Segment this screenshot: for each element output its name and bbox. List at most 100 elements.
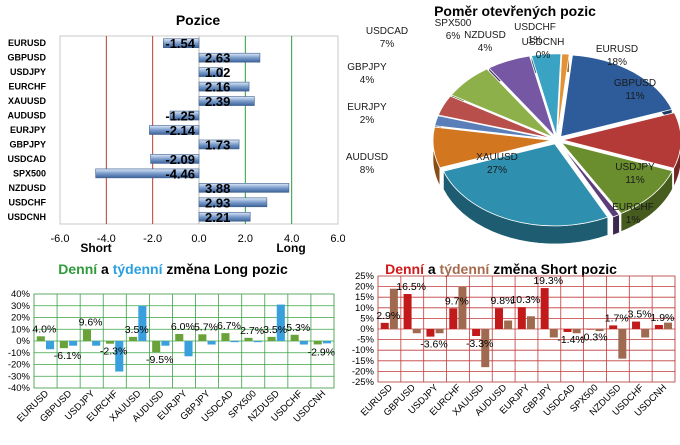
short-svg-data-label: -3.3% bbox=[466, 338, 493, 350]
short-svg-weekly-bar-usdcad bbox=[572, 329, 581, 334]
short-svg-weekly-bar-usdcnh bbox=[664, 322, 673, 329]
pozice-bar-eurusd bbox=[163, 38, 200, 49]
pozice-bar-usdcad bbox=[150, 154, 200, 164]
pie-label-usdchf: USDCHF bbox=[514, 22, 556, 33]
short-svg-daily-bar-eurusd bbox=[380, 322, 389, 329]
pozice-x-tick: 4.0 bbox=[284, 233, 299, 245]
pozice-bar-nzdusd bbox=[198, 183, 290, 193]
pie-label-eurjpy: EURJPY bbox=[347, 102, 387, 113]
pozice-data-label: 2.39 bbox=[205, 94, 230, 109]
long-title: Denní a týdenní změna Long pozic bbox=[58, 261, 288, 277]
pie-label-usdcad: USDCAD bbox=[366, 26, 408, 37]
short-svg-data-label: 16.5% bbox=[396, 281, 426, 293]
long-svg-data-label: 6.0% bbox=[171, 321, 195, 333]
long-svg-weekly-bar-eurchf bbox=[115, 341, 124, 372]
pozice-category-label: EURUSD bbox=[8, 38, 47, 48]
pie-label-spx500: SPX500 bbox=[435, 18, 472, 29]
long-svg-daily-bar-gbpusd bbox=[59, 341, 68, 349]
long-svg-y-tick: 10% bbox=[11, 324, 31, 335]
long-panel: Denní a týdenní změna Long pozic 40% 30% 2… bbox=[0, 258, 345, 440]
long-chart: Denní a týdenní změna Long pozic 40%30%2… bbox=[8, 261, 335, 425]
long-svg-daily-bar-usdcnh bbox=[313, 341, 322, 345]
short-svg-daily-bar-usdcnh bbox=[654, 324, 663, 329]
long-svg-y-tick: 40% bbox=[11, 289, 31, 300]
pie-label-audusd: AUDUSD bbox=[346, 152, 388, 163]
long-svg-weekly-bar-nzdusd bbox=[276, 304, 285, 341]
short-chart: Denní a týdenní změna Short pozic 25%20%… bbox=[352, 261, 676, 419]
pozice-chart: Pozice Short Long -6.0 -4.0 -2.0 0.0 2.0 4.0 6… bbox=[7, 12, 345, 255]
long-svg-daily-bar-spx500 bbox=[244, 337, 253, 341]
long-title-daily: Denní bbox=[58, 261, 98, 277]
pozice-bar-gbpjpy bbox=[198, 139, 240, 150]
short-svg-daily-bar-nzdusd bbox=[609, 325, 618, 329]
pozice-data-label: 2.63 bbox=[205, 51, 230, 66]
short-svg-data-label: -1.4% bbox=[557, 334, 584, 346]
pie-slice-gbpusd bbox=[562, 112, 680, 169]
long-svg-data-label: 3.5% bbox=[125, 324, 149, 336]
short-svg-daily-bar-eurjpy bbox=[517, 307, 526, 329]
short-svg-daily-bar-usdjpy bbox=[426, 329, 435, 337]
short-svg-y-tick: -5% bbox=[357, 335, 374, 346]
long-svg-data-label: 3.5% bbox=[263, 324, 287, 336]
long-svg-data-label: 5.7% bbox=[194, 321, 218, 333]
pie-label-pct-usdchf: 1% bbox=[528, 35, 543, 46]
long-svg-daily-bar-usdjpy bbox=[82, 329, 91, 341]
short-svg-data-label: 1.7% bbox=[605, 312, 629, 324]
pozice-xlabel-short: Short bbox=[80, 241, 111, 255]
long-svg-y-tick: -40% bbox=[8, 383, 31, 394]
short-svg-data-label: 3.5% bbox=[628, 309, 652, 321]
pozice-category-label: USDCAD bbox=[7, 154, 46, 164]
pozice-title: Pozice bbox=[176, 12, 221, 28]
short-svg-data-label: 10.3% bbox=[510, 294, 540, 306]
pozice-category-label: USDCHF bbox=[9, 197, 47, 207]
long-svg-data-label: -2.3% bbox=[100, 346, 127, 358]
pie-label-usdcnh: USDCNH bbox=[522, 37, 565, 48]
pozice-panel: Pozice Short Long -6.0 -4.0 -2.0 0.0 2.0 4.0 6… bbox=[0, 0, 345, 258]
long-svg-weekly-bar-eurjpy bbox=[184, 341, 193, 357]
short-svg-y-tick: 25% bbox=[355, 271, 375, 282]
long-svg-weekly-bar-spx500 bbox=[253, 341, 262, 343]
long-svg-daily-bar-nzdusd bbox=[267, 336, 276, 341]
pozice-data-label: -2.09 bbox=[165, 152, 195, 167]
short-svg-y-tick: 10% bbox=[355, 303, 375, 314]
pozice-data-label: -1.25 bbox=[165, 109, 195, 124]
pie-label-pct-spx500: 6% bbox=[446, 31, 461, 42]
long-svg-data-label: -6.1% bbox=[54, 350, 81, 362]
long-title-and: a bbox=[97, 261, 113, 277]
long-svg-y-tick: -30% bbox=[8, 371, 31, 382]
short-svg-weekly-bar-gbpusd bbox=[412, 329, 421, 334]
pie-label-pct-gbpjpy: 4% bbox=[360, 75, 375, 86]
short-svg-y-tick: 20% bbox=[355, 282, 375, 293]
long-svg-daily-bar-eurjpy bbox=[175, 333, 184, 341]
long-svg-data-label: 2.7% bbox=[240, 325, 264, 337]
pozice-data-label: 2.16 bbox=[205, 80, 230, 95]
long-svg-weekly-bar-usdjpy bbox=[92, 341, 101, 346]
pie-panel: Poměr otevřených pozic EURUSD 18% GBPUSD 11… bbox=[345, 0, 680, 258]
pozice-data-label: 1.73 bbox=[205, 137, 230, 152]
long-svg-data-label: 4.0% bbox=[32, 323, 56, 335]
short-svg-data-label: 9.8% bbox=[491, 295, 515, 307]
pie-slice-spx500 bbox=[488, 55, 556, 137]
long-title-rest: změna Long pozic bbox=[163, 261, 288, 277]
pie-chart: Poměr otevřených pozic EURUSD 18% GBPUSD 11… bbox=[346, 3, 680, 245]
pozice-category-label: GBPJPY bbox=[9, 139, 46, 149]
short-svg-y-tick: -20% bbox=[352, 366, 375, 377]
pozice-category-label: USDJPY bbox=[10, 67, 46, 77]
pie-slice-side-eurchf bbox=[612, 214, 620, 236]
short-title: Denní a týdenní změna Short pozic bbox=[385, 261, 617, 277]
long-svg-y-tick: -10% bbox=[8, 348, 31, 359]
pozice-bar-usdjpy bbox=[198, 67, 223, 77]
pie-label-pct-usdjpy: 11% bbox=[625, 175, 644, 186]
pozice-data-label: 1.02 bbox=[205, 65, 230, 80]
short-svg-data-label: 1.9% bbox=[650, 312, 674, 324]
short-svg-y-tick: -15% bbox=[352, 356, 375, 367]
long-title-weekly: týdenní bbox=[113, 261, 164, 277]
short-svg-data-label: -3.6% bbox=[420, 339, 447, 351]
long-svg-daily-bar-eurchf bbox=[106, 341, 115, 344]
pie-label-eurusd: EURUSD bbox=[596, 44, 638, 55]
long-svg-daily-bar-audusd bbox=[152, 341, 161, 353]
pozice-x-tick: -6.0 bbox=[51, 233, 70, 245]
pie-label-pct-eurusd: 18% bbox=[607, 57, 627, 68]
short-svg-weekly-bar-usdchf bbox=[641, 329, 650, 338]
pozice-data-label: -1.54 bbox=[165, 36, 195, 51]
